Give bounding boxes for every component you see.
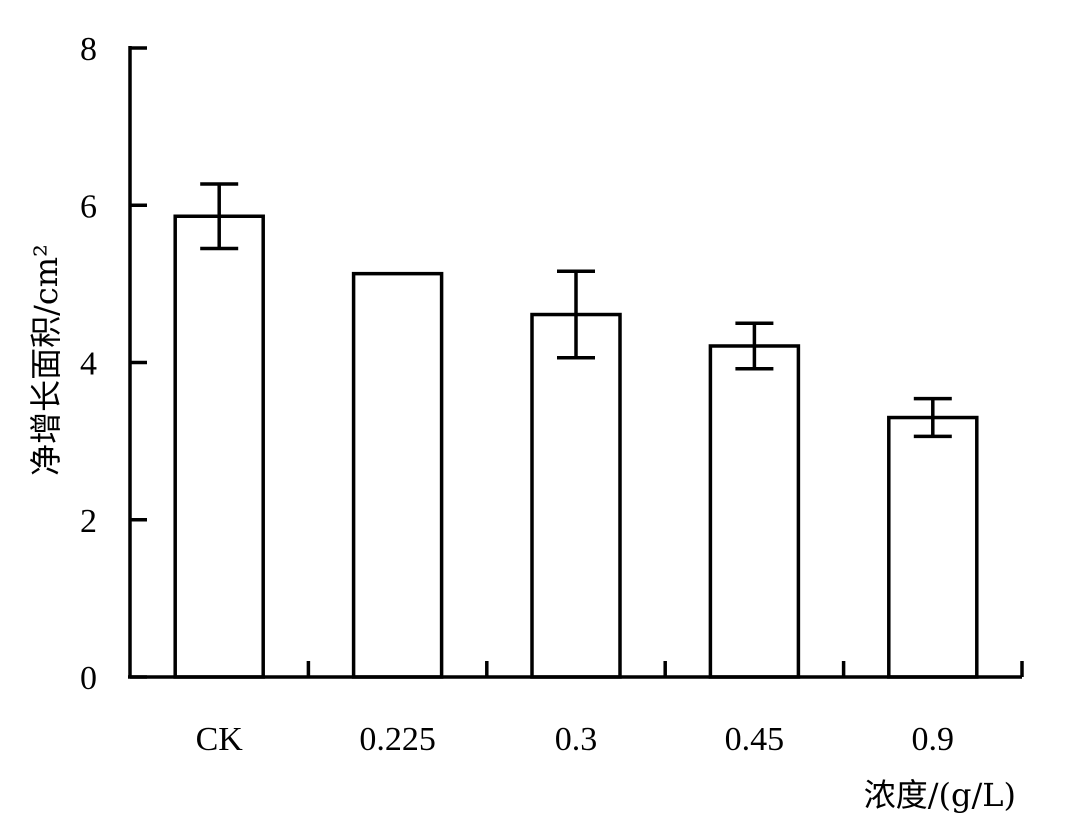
bar-0.45 — [708, 344, 801, 679]
titles-group: 净增长面积/cm² 浓度/(g/L) — [27, 244, 1016, 814]
bar-0.225 — [351, 271, 444, 679]
x-tick-label: CK — [196, 721, 244, 758]
bar-0.9 — [887, 415, 979, 679]
x-tick-label: 0.9 — [912, 721, 955, 758]
bar-0.3 — [530, 312, 622, 679]
y-tick-label: 4 — [80, 346, 97, 383]
y-tick-label: 8 — [80, 31, 97, 68]
ticks-group: CK 0.225 0.3 0.45 0.9 0 2 4 6 8 — [80, 31, 1024, 758]
y-tick-label: 2 — [80, 503, 97, 540]
x-axis-title: 浓度/(g/L) — [864, 776, 1016, 814]
y-tick-label: 6 — [80, 188, 97, 225]
x-tick-label: 0.3 — [555, 721, 598, 758]
bar-CK — [173, 214, 265, 679]
y-axis-title: 净增长面积/cm² — [27, 244, 65, 476]
x-tick-label: 0.45 — [725, 721, 785, 758]
x-tick-label: 0.225 — [359, 721, 436, 758]
error-bars-group — [200, 182, 952, 439]
y-tick-label: 0 — [80, 660, 97, 697]
